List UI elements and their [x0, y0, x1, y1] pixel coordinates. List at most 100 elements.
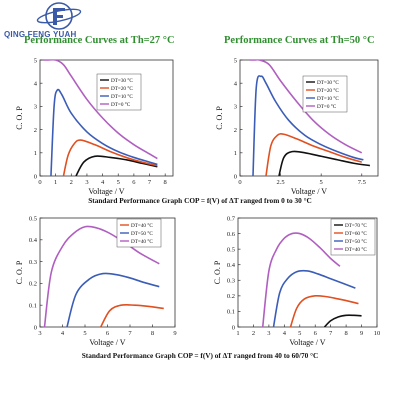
x-tick-label: 10 [374, 330, 381, 337]
legend-label-2: DT=50 °C [345, 238, 367, 245]
y-tick-label: 4 [34, 81, 38, 88]
legend-label-2: DT=10 °C [111, 93, 133, 100]
y-tick-label: 2 [234, 127, 237, 134]
company-logo [36, 2, 82, 30]
series-line-1 [66, 272, 160, 327]
series-line-0 [278, 150, 370, 176]
y-tick-label: 0.2 [29, 281, 37, 288]
y-tick-label: 3 [234, 104, 237, 111]
legend-label-1: DT=20 °C [317, 87, 339, 94]
plot-frame [39, 59, 174, 177]
legend-label-0: DT=70 °C [345, 222, 367, 229]
x-tick-label: 4 [61, 330, 65, 337]
y-tick-label: 0.7 [227, 215, 236, 222]
legend-label-0: DT=30 °C [111, 77, 133, 84]
chart-title-th27: Performance Curves at Th=27 °C [24, 35, 175, 46]
series-line-1 [62, 139, 158, 176]
legend-label-3: DT=0 °C [111, 101, 131, 108]
caption-top: Standard Performance Graph COP = f(V) of… [88, 196, 312, 205]
x-tick-label: 5 [83, 330, 86, 337]
plot-frame [237, 217, 378, 328]
x-tick-label: 8 [344, 330, 347, 337]
y-tick-label: 0.5 [227, 246, 235, 253]
series-line-1 [265, 133, 362, 176]
y-tick-label: 0.1 [227, 309, 235, 316]
x-tick-label: 4 [101, 179, 105, 186]
y-tick-label: 0 [234, 173, 237, 180]
x-tick-label: 7 [148, 179, 152, 186]
y-tick-label: 0.6 [227, 231, 236, 238]
y-tick-label: 0 [34, 173, 37, 180]
series-line-2 [50, 88, 158, 176]
y-tick-label: 0.5 [29, 215, 37, 222]
series-line-3 [261, 232, 341, 327]
x-tick-label: 6 [314, 330, 318, 337]
x-axis-label: Voltage / V [289, 338, 325, 347]
y-tick-label: 0.4 [227, 262, 236, 269]
series-line-3 [43, 60, 158, 160]
x-tick-label: 9 [173, 330, 176, 337]
y-tick-label: 0.4 [29, 237, 38, 244]
y-tick-label: 0.3 [227, 278, 235, 285]
legend-label-1: DT=60 °C [345, 230, 367, 237]
y-tick-label: 2 [34, 127, 37, 134]
legend-label-2: DT=10 °C [317, 95, 339, 102]
x-tick-label: 5 [298, 330, 301, 337]
y-axis-label: C. O. P [15, 260, 24, 284]
x-axis-label: Voltage / V [89, 338, 125, 347]
x-tick-label: 2 [252, 330, 255, 337]
y-axis-label: C. O. P [213, 260, 222, 284]
y-tick-label: 1 [234, 150, 237, 157]
x-tick-label: 1 [54, 179, 57, 186]
legend-label-3: DT=40 °C [345, 246, 367, 253]
y-tick-label: 4 [234, 81, 238, 88]
x-tick-label: 3 [85, 179, 88, 186]
y-tick-label: 0 [34, 324, 37, 331]
x-tick-label: 9 [360, 330, 363, 337]
y-axis-label: C. O. P [15, 106, 24, 130]
series-line-1 [289, 294, 359, 327]
x-tick-label: 5 [320, 179, 323, 186]
x-axis-label: Voltage / V [88, 187, 124, 196]
y-tick-label: 0.2 [227, 293, 235, 300]
x-tick-label: 2 [70, 179, 73, 186]
series-line-0 [75, 155, 158, 176]
x-tick-label: 0 [38, 179, 41, 186]
x-tick-label: 3 [267, 330, 270, 337]
y-tick-label: 0 [232, 324, 235, 331]
x-tick-label: 7 [128, 330, 132, 337]
x-tick-label: 0 [238, 179, 241, 186]
x-tick-label: 1 [236, 330, 239, 337]
legend-label-0: DT=40 °C [131, 222, 153, 229]
x-tick-label: 6 [132, 179, 136, 186]
series-line-2 [43, 225, 160, 327]
caption-bottom: Standard Performance Graph COP = f(V) of… [81, 351, 319, 360]
x-tick-label: 8 [151, 330, 154, 337]
y-tick-label: 5 [234, 57, 237, 64]
x-tick-label: 8 [164, 179, 167, 186]
y-tick-label: 3 [34, 104, 37, 111]
x-tick-label: 7.5 [358, 179, 366, 186]
y-tick-label: 0.1 [29, 303, 37, 310]
series-line-0 [323, 314, 362, 327]
logo-wordmark: QING FENG YUAH [4, 30, 77, 39]
y-tick-label: 5 [34, 57, 37, 64]
plot-frame [239, 59, 379, 177]
logo-mark-icon [36, 2, 82, 30]
x-tick-label: 5 [117, 179, 120, 186]
y-tick-label: 0.3 [29, 259, 37, 266]
series-line-0 [100, 303, 164, 327]
chart-title-th50: Performance Curves at Th=50 °C [224, 35, 375, 46]
legend-label-1: DT=20 °C [111, 85, 133, 92]
y-tick-label: 1 [34, 150, 37, 157]
y-axis-label: C. O. P [215, 106, 224, 130]
x-tick-label: 2.5 [277, 179, 285, 186]
x-axis-label: Voltage / V [291, 187, 327, 196]
legend-label-3: DT=0 °C [317, 103, 337, 110]
legend-label-0: DT=30 °C [317, 79, 339, 86]
x-tick-label: 7 [329, 330, 333, 337]
